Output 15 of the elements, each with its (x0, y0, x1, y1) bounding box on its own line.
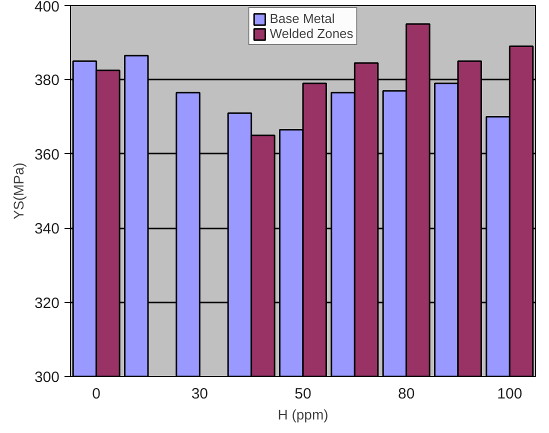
x-tick-label: 0 (92, 386, 101, 402)
x-axis-title: H (ppm) (278, 406, 328, 422)
legend-label: Base Metal (270, 11, 335, 26)
y-tick-label: 360 (34, 146, 60, 164)
x-tick-label: 100 (497, 386, 522, 402)
legend-label: Welded Zones (270, 26, 354, 41)
y-tick-label: 340 (34, 220, 60, 238)
y-tick-label: 300 (34, 369, 60, 386)
x-tick-label: 50 (294, 386, 312, 402)
x-tick-label: 30 (191, 386, 208, 402)
y-tick-label: 400 (34, 0, 60, 16)
y-tick-label: 320 (34, 294, 60, 312)
y-tick-label: 380 (34, 72, 60, 90)
x-tick-label: 80 (398, 386, 415, 402)
y-axis-title: YS(MPa) (10, 162, 26, 220)
